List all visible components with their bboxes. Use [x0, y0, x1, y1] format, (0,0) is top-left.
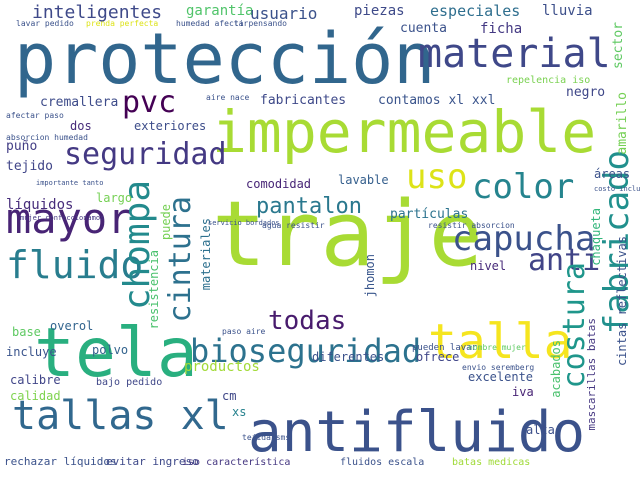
word: puede	[159, 204, 173, 241]
word: sector	[611, 22, 626, 69]
word: mascarillas batas	[585, 318, 598, 431]
word: absorcion humedad	[6, 133, 88, 142]
word: repelencia iso	[506, 75, 591, 86]
word: batas medicas	[452, 457, 531, 468]
word: ficha	[480, 21, 523, 37]
word: pueden lavar	[412, 343, 478, 353]
word: calibre	[10, 373, 61, 387]
word: overol	[50, 319, 94, 333]
word: largo	[96, 191, 133, 205]
word: nivel	[470, 259, 507, 273]
word: todas	[268, 306, 347, 336]
word: humedad afectar	[176, 19, 249, 28]
word: alta	[526, 423, 555, 437]
word: fluido	[6, 243, 144, 287]
word: color	[472, 167, 575, 207]
word: cintas reflectivas	[615, 236, 629, 367]
word: puño	[6, 139, 38, 154]
word: fabricantes	[260, 93, 347, 108]
word: lavar pedido	[16, 19, 74, 28]
word: envio seremberg	[462, 363, 535, 372]
word: prenda perfecta	[86, 19, 159, 28]
word: comodidad	[246, 177, 312, 191]
word: lluvia	[542, 3, 593, 19]
word: diferentes	[312, 350, 385, 364]
word: excelente	[468, 370, 534, 384]
word: acabados	[549, 340, 563, 398]
word: usuario	[250, 4, 318, 23]
word: inteligentes	[32, 2, 163, 23]
word: materiales	[199, 218, 213, 291]
word: xs	[232, 405, 247, 419]
word: bioseguridad	[190, 332, 422, 370]
word: tallas xl	[12, 393, 229, 439]
word: productos	[184, 359, 260, 375]
word: especiales	[430, 2, 521, 20]
word: mujer confeccionamos	[20, 214, 105, 222]
word: iva	[512, 385, 534, 399]
word: cremallera	[40, 95, 119, 110]
word: partículas	[390, 207, 469, 222]
word: polvo	[92, 343, 129, 357]
word: resistir absorcion	[428, 221, 515, 230]
word: material	[418, 31, 611, 77]
word: servicio bordados	[208, 219, 280, 227]
word: importante tanto	[36, 179, 104, 187]
word: dos	[70, 119, 92, 133]
word: bajo pedido	[96, 377, 163, 388]
word: impermeable	[212, 98, 597, 166]
word: capucha	[452, 219, 596, 259]
word: mayor	[6, 194, 133, 243]
word: uso	[406, 157, 468, 197]
word: garantía	[186, 3, 254, 19]
word: ti pensando	[234, 19, 287, 28]
word: tejida sms	[242, 433, 291, 442]
word: traje	[212, 182, 483, 287]
word: jhomon	[363, 254, 377, 298]
word: ofrece	[416, 350, 460, 364]
word: piezas	[354, 3, 405, 19]
word: lavable	[338, 173, 389, 187]
word: cm	[222, 389, 237, 403]
word: exteriores	[134, 119, 207, 133]
word: pantalon	[256, 194, 362, 219]
word: negro	[566, 85, 606, 100]
word: evitar ingreso	[106, 455, 199, 468]
word: anti	[528, 243, 601, 278]
word: aire nace	[206, 93, 250, 102]
word: tejido	[6, 159, 53, 174]
word: nombre mujer	[468, 343, 526, 352]
word: iso característica	[182, 457, 291, 468]
word: paso aire	[222, 327, 266, 336]
word: áreas	[594, 167, 631, 181]
word: tela	[34, 314, 198, 393]
word: calidad	[10, 389, 61, 403]
word: líquidos	[6, 197, 74, 213]
word: chaqueta	[589, 208, 603, 266]
word: costo incluye	[594, 185, 640, 193]
word: contamos xl xxl	[378, 93, 496, 108]
word: afectar paso	[6, 111, 64, 120]
word: base	[12, 325, 41, 339]
word: talla	[428, 314, 573, 370]
word: rechazar líquidos	[4, 455, 117, 468]
word: antifluido	[248, 400, 586, 465]
word: cuenta	[400, 21, 447, 36]
word: fluidos escala	[340, 457, 425, 468]
word: amarillo	[615, 92, 630, 155]
word: pvc	[122, 85, 177, 120]
word: protección	[14, 18, 436, 100]
word: incluye	[6, 345, 57, 359]
word: agua resistir	[262, 221, 325, 230]
word: resistencia	[147, 250, 161, 330]
word: seguridad	[64, 137, 227, 172]
